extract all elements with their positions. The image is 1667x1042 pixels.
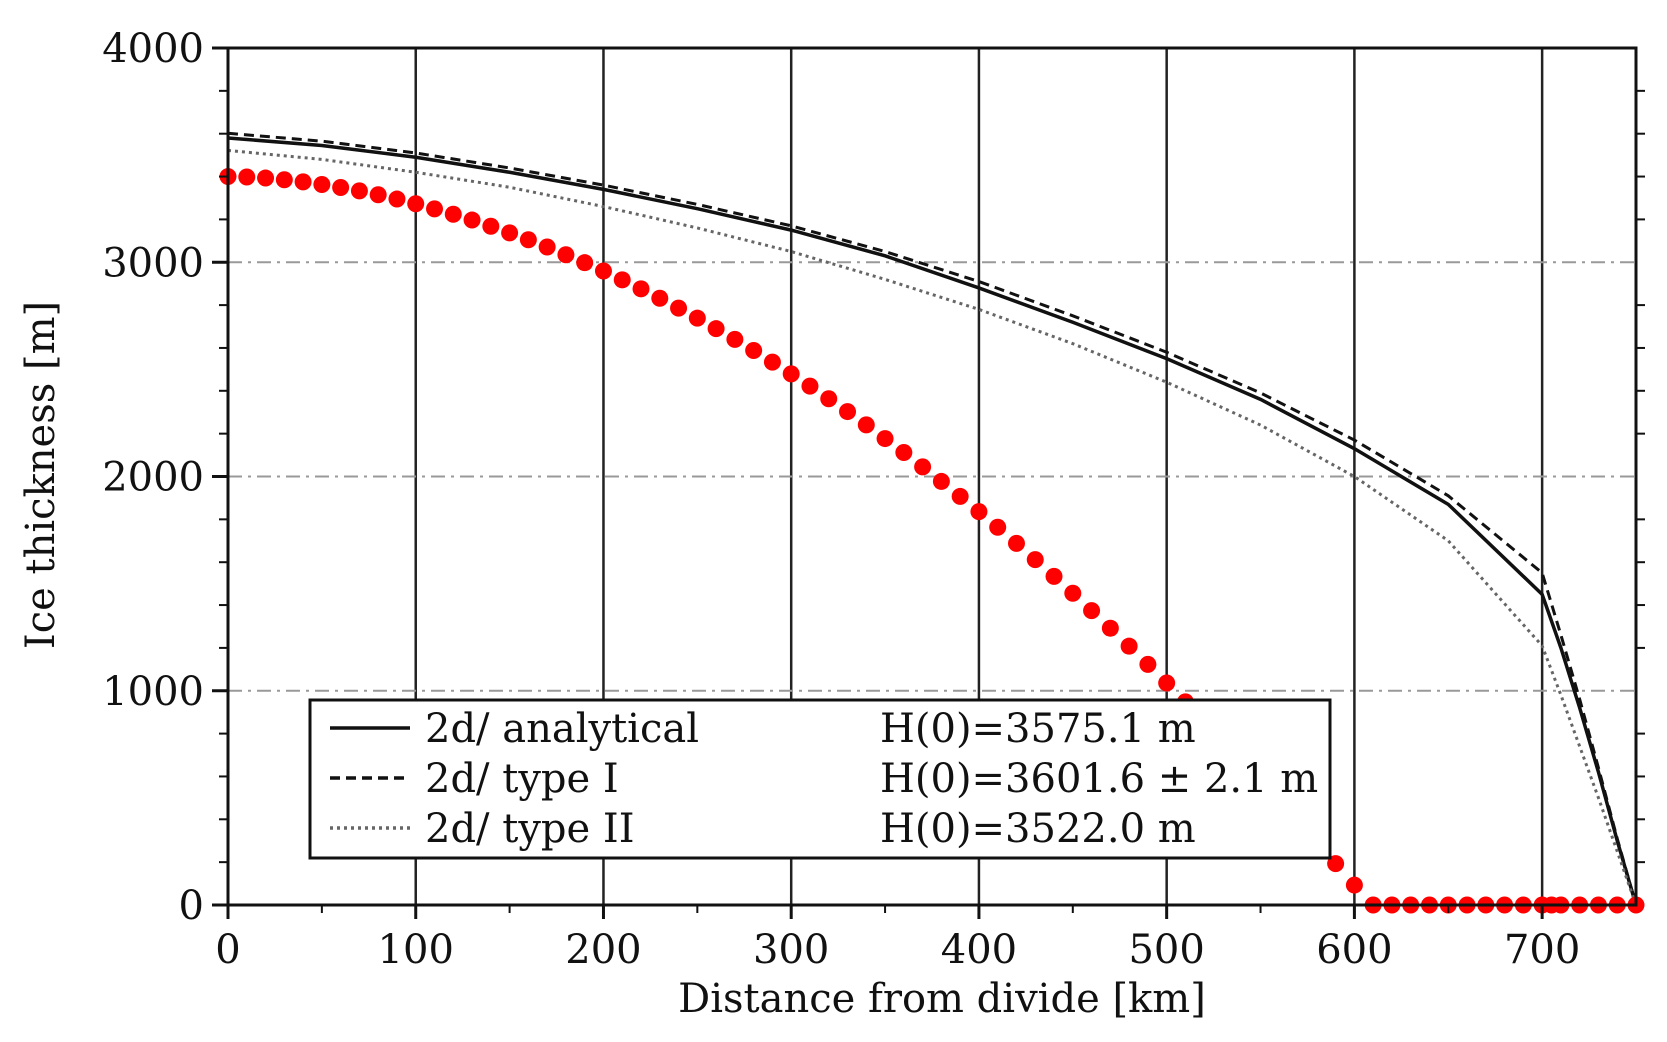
data-point [1139, 655, 1157, 673]
data-point [463, 211, 481, 229]
data-point [932, 472, 950, 490]
y-tick-label: 1000 [102, 669, 204, 715]
data-point [839, 403, 857, 421]
legend-annotation: H(0)=3575.1 m [880, 706, 1196, 752]
data-point [745, 342, 763, 360]
data-point [294, 173, 312, 191]
legend-box [308, 698, 1332, 860]
data-point [707, 320, 725, 338]
data-point [1083, 602, 1101, 620]
data-point [895, 444, 913, 462]
data-point [801, 377, 819, 395]
data-point [482, 217, 500, 235]
legend: 2d/ analytical H(0)=3575.1 m 2d/ type I H(0… [308, 698, 1332, 860]
legend-annotation: H(0)=3522.0 m [880, 806, 1196, 852]
data-point [1026, 551, 1044, 569]
data-point [688, 309, 706, 327]
data-point [951, 487, 969, 505]
data-point [857, 416, 875, 434]
x-tick-label: 600 [1316, 927, 1392, 973]
y-axis-label: Ice thickness [m] [18, 301, 64, 649]
data-point [876, 430, 894, 448]
data-point [426, 200, 444, 218]
data-point [369, 186, 387, 204]
series-line-3 [227, 148, 1638, 906]
data-point [238, 168, 256, 186]
data-point [275, 171, 293, 189]
data-point [726, 330, 744, 348]
y-tick-label: 0 [179, 883, 204, 929]
data-point [763, 353, 781, 371]
x-axis-label: Distance from divide [km] [678, 976, 1206, 1022]
data-point [970, 503, 988, 521]
data-point [1158, 674, 1176, 692]
y-tick-label: 3000 [102, 240, 204, 286]
legend-series-name: 2d/ type II [425, 806, 635, 852]
axis-ticks: 0 100 200 300 400 500 600 700 0 1000 2000 3000 4000 [102, 26, 1645, 973]
data-point [388, 190, 406, 208]
data-point [989, 518, 1007, 536]
x-tick-label: 700 [1504, 927, 1580, 973]
data-point [1007, 534, 1025, 552]
series-line-2 [227, 131, 1638, 906]
x-tick-label: 0 [215, 927, 240, 973]
y-tick-label: 2000 [102, 455, 204, 501]
data-point [350, 182, 368, 200]
x-tick-label: 200 [565, 927, 641, 973]
x-tick-label: 500 [1128, 927, 1204, 973]
data-point [557, 246, 575, 264]
x-tick-label: 400 [941, 927, 1017, 973]
data-point [444, 205, 462, 223]
data-point [1045, 567, 1063, 585]
series-line-1 [227, 136, 1638, 906]
x-tick-label: 100 [378, 927, 454, 973]
y-tick-label: 4000 [102, 26, 204, 72]
data-point [576, 254, 594, 272]
data-point [632, 280, 650, 298]
data-point [538, 238, 556, 256]
data-point [670, 299, 688, 317]
data-point [782, 365, 800, 383]
legend-annotation: H(0)=3601.6 ± 2.1 m [880, 756, 1318, 802]
data-point [501, 224, 519, 242]
data-point [407, 195, 425, 213]
data-point [1120, 637, 1138, 655]
data-point [313, 175, 331, 193]
x-tick-label: 300 [753, 927, 829, 973]
legend-series-name: 2d/ analytical [425, 706, 699, 752]
legend-series-name: 2d/ type I [425, 756, 619, 802]
data-point [594, 262, 612, 280]
data-point [613, 271, 631, 289]
data-point [914, 458, 932, 476]
series-layer [219, 131, 1645, 914]
data-point [519, 231, 537, 249]
data-point [257, 169, 275, 187]
data-point [1101, 619, 1119, 637]
data-point [1064, 584, 1082, 602]
data-point [820, 390, 838, 408]
data-point [1345, 876, 1363, 894]
data-point [651, 289, 669, 307]
data-point [332, 178, 350, 196]
